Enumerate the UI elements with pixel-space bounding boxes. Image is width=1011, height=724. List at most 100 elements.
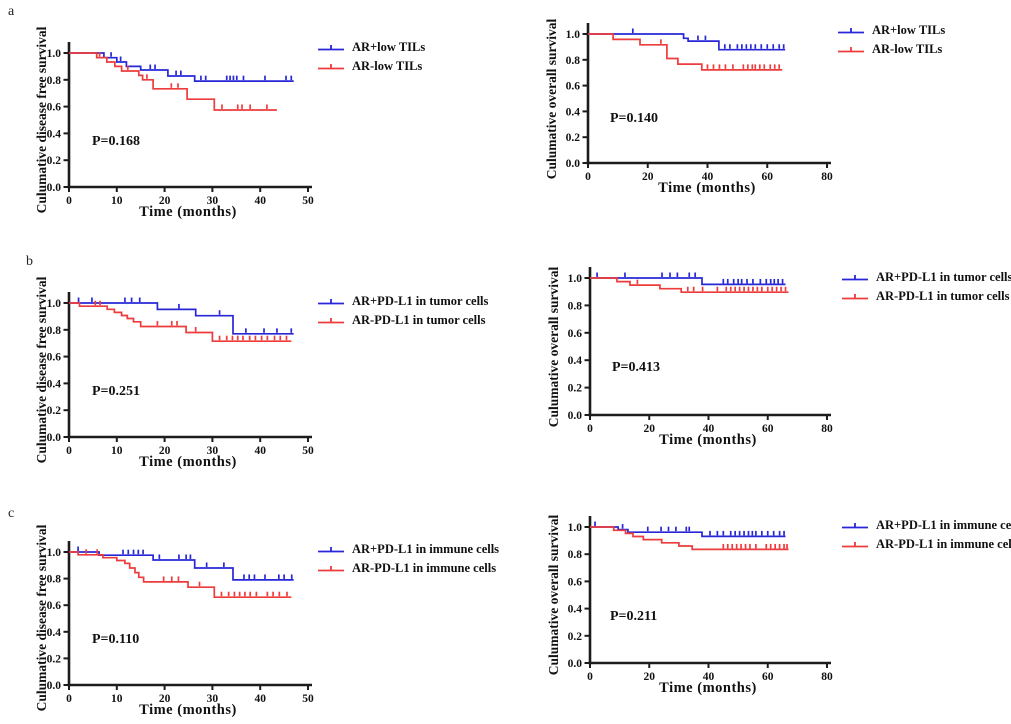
svg-text:0.4: 0.4 — [47, 128, 62, 140]
plot-area: 0.0 0.2 0.4 0.6 0.8 1.0 0 10 20 30 40 50 — [47, 292, 314, 457]
series-curve — [588, 28, 786, 51]
svg-text:40: 40 — [702, 171, 714, 183]
censor-line-icon — [318, 317, 344, 323]
panel-c-dfs: 0.0 0.2 0.4 0.6 0.8 1.0 0 10 20 30 40 50 c Culumati… — [0, 480, 505, 724]
svg-text:1.0: 1.0 — [566, 29, 581, 41]
svg-text:0.8: 0.8 — [47, 574, 62, 586]
panel-a-dfs: 0.0 0.2 0.4 0.6 0.8 1.0 0 10 20 30 40 50 a Culumati… — [0, 0, 505, 240]
svg-text:0: 0 — [66, 195, 72, 207]
svg-text:0.8: 0.8 — [47, 75, 62, 87]
svg-text:20: 20 — [644, 671, 656, 683]
censor-line-icon — [318, 546, 344, 552]
legend-item: AR-PD-L1 in immune cells — [318, 559, 499, 578]
censor-line-icon — [842, 522, 868, 528]
svg-text:1.0: 1.0 — [47, 48, 62, 60]
legend-item: AR+PD-L1 in tumor cells — [842, 268, 1011, 287]
svg-text:0.4: 0.4 — [47, 378, 62, 390]
svg-text:0.4: 0.4 — [568, 355, 583, 367]
svg-text:0.6: 0.6 — [568, 576, 583, 588]
svg-text:0.6: 0.6 — [566, 81, 581, 93]
svg-text:0: 0 — [66, 693, 72, 705]
svg-text:50: 50 — [302, 693, 314, 705]
svg-text:0.2: 0.2 — [568, 631, 583, 643]
svg-text:0.0: 0.0 — [47, 680, 62, 692]
svg-text:50: 50 — [302, 195, 314, 207]
legend-item: AR-PD-L1 in tumor cells — [318, 311, 488, 330]
p-value-annotation: P=0.413 — [612, 360, 661, 375]
censor-line-icon — [838, 27, 864, 33]
y-axis-label: Culumative disease free survival — [34, 524, 49, 712]
svg-text:0.2: 0.2 — [566, 132, 581, 144]
panel-letter-b: b — [26, 254, 33, 269]
legend: AR+PD-L1 in immune cells AR-PD-L1 in imm… — [842, 516, 1011, 554]
p-value-annotation: P=0.110 — [92, 632, 140, 647]
axes: 0.0 0.2 0.4 0.6 0.8 1.0 0 20 40 60 80 — [568, 267, 833, 435]
panel-b-dfs: 0.0 0.2 0.4 0.6 0.8 1.0 0 10 20 30 40 50 b Culumati… — [0, 240, 505, 480]
series-curve — [588, 33, 783, 71]
panel-letter-c: c — [8, 506, 15, 521]
legend-label: AR+low TILs — [872, 23, 946, 37]
km-plot-c-os: 0.0 0.2 0.4 0.6 0.8 1.0 0 20 40 60 80 — [568, 516, 833, 683]
svg-text:80: 80 — [821, 171, 833, 183]
censor-line-icon — [318, 63, 344, 69]
svg-text:0: 0 — [587, 671, 593, 683]
svg-text:0.4: 0.4 — [566, 106, 581, 118]
legend-item: AR+PD-L1 in immune cells — [842, 516, 1011, 535]
y-axis-label: Culumative overall survival — [546, 514, 561, 676]
series-curve — [69, 52, 277, 111]
svg-text:40: 40 — [254, 195, 266, 207]
legend: AR+low TILs AR-low TILs — [318, 38, 425, 76]
x-axis-label: Time (months) — [139, 204, 237, 220]
y-axis-label: Culumative disease free survival — [34, 276, 49, 464]
series-curve — [590, 526, 789, 551]
svg-text:10: 10 — [111, 693, 123, 705]
svg-text:40: 40 — [254, 445, 266, 457]
series-curve — [69, 52, 294, 82]
series-curve — [590, 277, 789, 294]
panel-letter-a: a — [8, 4, 15, 19]
svg-text:0.2: 0.2 — [47, 653, 62, 665]
svg-text:0.0: 0.0 — [566, 158, 581, 170]
svg-text:20: 20 — [159, 693, 171, 705]
svg-text:0: 0 — [585, 171, 591, 183]
km-plot-c-dfs: 0.0 0.2 0.4 0.6 0.8 1.0 0 10 20 30 40 50 — [47, 541, 314, 705]
svg-text:0.0: 0.0 — [568, 410, 583, 422]
panel-c-os: 0.0 0.2 0.4 0.6 0.8 1.0 0 20 40 60 80 Culumative o… — [505, 480, 1011, 724]
series-curve — [69, 549, 292, 599]
legend-item: AR-PD-L1 in tumor cells — [842, 287, 1011, 306]
svg-text:1.0: 1.0 — [568, 522, 583, 534]
legend: AR+PD-L1 in immune cells AR-PD-L1 in imm… — [318, 540, 499, 578]
legend-item: AR-PD-L1 in immune cells — [842, 535, 1011, 554]
plot-area: 0.0 0.2 0.4 0.6 0.8 1.0 0 20 40 60 80 — [568, 516, 833, 683]
legend-label: AR+PD-L1 in tumor cells — [876, 270, 1011, 284]
svg-text:20: 20 — [642, 171, 654, 183]
svg-text:0.2: 0.2 — [47, 405, 62, 417]
legend-label: AR+low TILs — [352, 40, 426, 54]
svg-text:0.0: 0.0 — [47, 182, 62, 194]
legend-label: AR+PD-L1 in immune cells — [876, 518, 1011, 532]
legend-item: AR+low TILs — [838, 21, 945, 40]
series-curve — [69, 297, 294, 335]
km-plot-b-os: 0.0 0.2 0.4 0.6 0.8 1.0 0 20 40 60 80 — [568, 267, 833, 435]
legend: AR+low TILs AR-low TILs — [838, 21, 945, 59]
plot-area: 0.0 0.2 0.4 0.6 0.8 1.0 0 10 20 30 40 50 — [47, 42, 314, 207]
km-plot-a-os: 0.0 0.2 0.4 0.6 0.8 1.0 0 20 40 60 80 — [566, 23, 833, 183]
p-value-annotation: P=0.140 — [610, 111, 659, 126]
legend-item: AR-low TILs — [318, 57, 425, 76]
legend-label: AR-PD-L1 in immune cells — [876, 537, 1011, 551]
svg-text:40: 40 — [254, 693, 266, 705]
x-axis-label: Time (months) — [139, 454, 237, 470]
legend-label: AR-PD-L1 in tumor cells — [876, 289, 1010, 303]
svg-text:50: 50 — [302, 445, 314, 457]
axes: 0.0 0.2 0.4 0.6 0.8 1.0 0 10 20 30 40 50 — [47, 541, 314, 705]
svg-text:0.6: 0.6 — [568, 328, 583, 340]
legend-label: AR-PD-L1 in tumor cells — [352, 313, 486, 327]
svg-text:60: 60 — [762, 671, 774, 683]
svg-text:20: 20 — [644, 423, 656, 435]
svg-text:0.0: 0.0 — [47, 432, 62, 444]
svg-text:20: 20 — [159, 195, 171, 207]
km-plot-a-dfs: 0.0 0.2 0.4 0.6 0.8 1.0 0 10 20 30 40 50 — [47, 42, 314, 207]
p-value-annotation: P=0.168 — [92, 134, 141, 149]
svg-text:10: 10 — [111, 445, 123, 457]
series-curve — [590, 521, 786, 538]
